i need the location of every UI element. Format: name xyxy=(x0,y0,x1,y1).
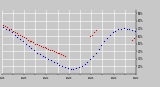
Point xyxy=(89,35,92,37)
Point xyxy=(131,29,134,31)
Point xyxy=(91,34,93,35)
Point xyxy=(30,41,33,42)
Point xyxy=(21,35,23,37)
Point xyxy=(36,52,38,53)
Point xyxy=(58,53,61,54)
Point xyxy=(30,48,33,49)
Point xyxy=(12,30,14,31)
Point xyxy=(15,32,18,34)
Point xyxy=(55,63,58,64)
Point xyxy=(64,55,66,56)
Point xyxy=(8,29,10,31)
Point xyxy=(111,32,114,33)
Point xyxy=(49,49,51,50)
Point xyxy=(125,28,128,29)
Point xyxy=(81,65,83,66)
Point xyxy=(93,32,95,33)
Point xyxy=(36,44,38,45)
Point xyxy=(32,41,35,43)
Point xyxy=(92,55,94,56)
Point xyxy=(58,64,61,66)
Point xyxy=(45,48,48,49)
Point xyxy=(2,26,5,28)
Point xyxy=(38,44,40,46)
Point xyxy=(131,39,134,41)
Point xyxy=(33,50,36,51)
Point xyxy=(25,38,27,39)
Point xyxy=(22,41,24,42)
Point xyxy=(34,43,36,44)
Point xyxy=(26,39,29,41)
Point xyxy=(75,67,78,69)
Point xyxy=(61,66,64,67)
Point xyxy=(17,34,20,35)
Point xyxy=(43,47,46,48)
Point xyxy=(114,30,117,31)
Point xyxy=(47,48,50,50)
Point xyxy=(123,27,125,28)
Point xyxy=(8,28,10,29)
Point xyxy=(134,30,136,31)
Point xyxy=(13,32,16,33)
Point xyxy=(64,66,66,68)
Point xyxy=(13,34,16,35)
Point xyxy=(72,68,75,69)
Point xyxy=(60,54,63,55)
Point xyxy=(95,29,97,31)
Point xyxy=(128,29,131,30)
Point xyxy=(51,50,53,51)
Point xyxy=(28,40,31,41)
Point xyxy=(50,60,52,61)
Point xyxy=(6,26,8,28)
Point xyxy=(53,61,55,63)
Point xyxy=(16,36,19,37)
Point xyxy=(19,35,22,36)
Point xyxy=(78,66,80,68)
Point xyxy=(69,68,72,69)
Point xyxy=(133,38,135,39)
Point xyxy=(120,28,122,29)
Point xyxy=(109,34,111,35)
Point xyxy=(67,67,69,69)
Point xyxy=(83,63,86,65)
Point xyxy=(23,36,25,37)
Point xyxy=(95,52,97,53)
Point xyxy=(56,52,59,53)
Point xyxy=(106,37,108,38)
Point xyxy=(4,26,7,27)
Point xyxy=(47,58,50,60)
Point xyxy=(41,55,44,56)
Point xyxy=(44,57,47,58)
Point xyxy=(97,48,100,50)
Point xyxy=(11,32,13,33)
Point xyxy=(100,44,103,46)
Point xyxy=(62,54,64,56)
Point xyxy=(25,43,27,44)
Point xyxy=(2,24,5,25)
Point xyxy=(40,45,42,47)
Point xyxy=(41,46,44,47)
Point xyxy=(53,51,55,52)
Point xyxy=(39,54,41,55)
Point xyxy=(19,38,22,40)
Point xyxy=(117,29,120,30)
Point xyxy=(54,51,57,53)
Point xyxy=(10,29,12,30)
Point xyxy=(89,58,92,60)
Point xyxy=(103,41,106,42)
Point xyxy=(86,61,89,63)
Point xyxy=(27,45,30,47)
Point xyxy=(5,28,8,29)
